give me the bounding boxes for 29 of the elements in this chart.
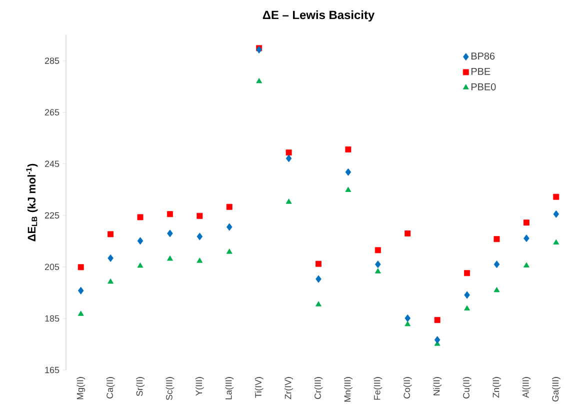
x-tick-label: Cu(II)	[462, 377, 472, 398]
x-tick-label: Y(III)	[196, 377, 204, 396]
x-tick-label: Zn(II)	[492, 377, 501, 398]
x-tick-label: Ca(II)	[106, 377, 115, 398]
x-tick-label: Ni(II)	[433, 377, 442, 396]
x-tick-label: Al(III)	[522, 377, 531, 398]
legend-label: BP86	[471, 52, 495, 60]
chart-title: ΔE – Lewis Basicity	[262, 10, 375, 22]
y-tick-label: 165	[45, 366, 60, 374]
x-tick-label: Ti(IV)	[254, 377, 264, 398]
y-axis-title: ΔE$_{LB}$ (kJ mol$^{-1}$)	[26, 164, 38, 242]
legend-label: PBE	[471, 68, 490, 75]
x-tick-label: Co(II)	[403, 377, 412, 398]
x-tick-label: Sr(II)	[136, 377, 144, 396]
x-tick-label: La(III)	[225, 377, 234, 400]
x-tick-label: Cr(III)	[314, 377, 323, 399]
y-tick-label: 285	[44, 58, 60, 64]
x-tick-label: Mg(II)	[76, 377, 86, 400]
x-tick-label: Sc(III)	[166, 377, 174, 400]
x-tick-label: Zr(IV)	[284, 377, 293, 400]
y-tick-label: 225	[44, 212, 60, 219]
x-tick-label: Ga(III)	[552, 377, 560, 402]
y-tick-label: 185	[45, 315, 60, 322]
x-tick-label: Fe(III)	[374, 377, 382, 400]
y-tick-label: 245	[44, 160, 60, 168]
y-tick-label: 265	[44, 109, 60, 116]
x-tick-label: Mn(III)	[344, 377, 352, 402]
legend-label: PBE0	[471, 83, 496, 90]
y-tick-label: 205	[44, 264, 60, 270]
